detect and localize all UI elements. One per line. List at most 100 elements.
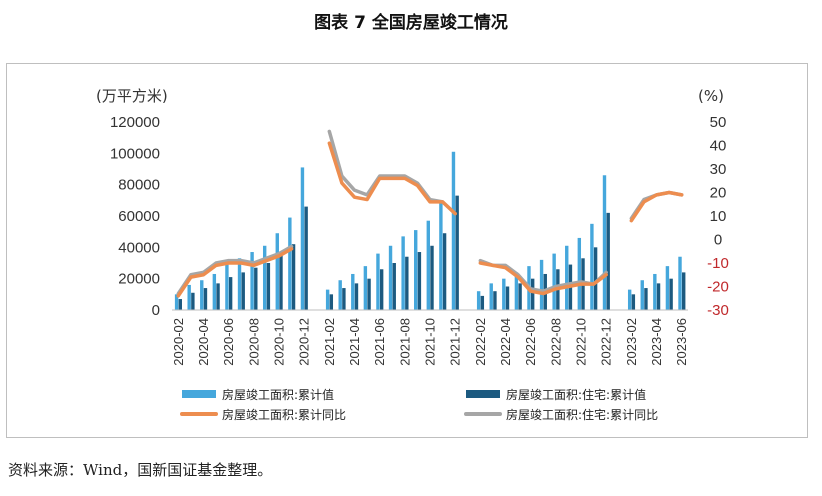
x-tick-label: 2022-04 bbox=[498, 318, 513, 366]
bar-residential-2022-05 bbox=[518, 283, 522, 310]
x-tick-label: 2020-02 bbox=[171, 318, 186, 366]
left-tick-label: 100000 bbox=[110, 145, 160, 162]
bar-total-2020-06 bbox=[225, 264, 229, 310]
x-tick-label: 2023-04 bbox=[649, 318, 664, 366]
bar-total-2020-12 bbox=[300, 167, 305, 310]
total-yoy-line bbox=[478, 261, 608, 296]
bar-residential-2020-03 bbox=[191, 292, 195, 310]
bar-residential-2021-12 bbox=[455, 195, 459, 310]
x-tick-label: 2021-04 bbox=[347, 318, 362, 366]
bar-residential-2020-09 bbox=[266, 263, 271, 310]
right-tick-label: 30 bbox=[710, 161, 727, 178]
x-tick-label: 2022-02 bbox=[473, 318, 488, 366]
legend-label: 房屋竣工面积:累计值 bbox=[222, 387, 334, 402]
bar-total-2021-09 bbox=[414, 230, 418, 310]
x-tick-label: 2023-02 bbox=[624, 318, 639, 366]
bar-residential-2020-02 bbox=[178, 299, 182, 310]
bar-total-2020-05 bbox=[212, 273, 217, 310]
bar-total-2022-08 bbox=[552, 253, 556, 310]
legend-label: 房屋竣工面积:住宅:累计值 bbox=[506, 387, 646, 402]
bar-residential-2023-02 bbox=[631, 294, 636, 310]
x-tick-label: 2020-04 bbox=[196, 318, 211, 366]
bar-total-2021-10 bbox=[426, 220, 430, 310]
bar-residential-2023-05 bbox=[669, 278, 673, 310]
bar-total-2022-02 bbox=[476, 291, 481, 310]
legend-label: 房屋竣工面积:住宅:累计同比 bbox=[506, 407, 658, 422]
bar-residential-2022-03 bbox=[493, 291, 497, 310]
right-tick-label: -30 bbox=[707, 302, 729, 319]
right-tick-label: 10 bbox=[710, 208, 727, 225]
bar-total-2021-07 bbox=[388, 245, 393, 310]
bar-residential-2020-06 bbox=[228, 277, 233, 310]
left-tick-label: 40000 bbox=[118, 239, 160, 256]
bar-total-2022-03 bbox=[489, 283, 493, 310]
x-tick-label: 2020-10 bbox=[272, 318, 287, 366]
bar-total-2020-08 bbox=[250, 252, 254, 310]
bar-residential-2022-04 bbox=[505, 286, 510, 310]
bar-total-2021-08 bbox=[401, 236, 405, 310]
bar-residential-2020-07 bbox=[241, 272, 245, 310]
bar-residential-2023-06 bbox=[682, 272, 686, 310]
total-yoy-line bbox=[629, 190, 684, 223]
bar-total-2020-07 bbox=[237, 258, 242, 310]
bar-total-2020-09 bbox=[262, 245, 267, 310]
bar-total-2020-11 bbox=[288, 217, 292, 310]
bar-total-2023-04 bbox=[653, 273, 657, 310]
bar-total-2023-05 bbox=[665, 266, 670, 310]
bar-residential-2021-06 bbox=[379, 269, 384, 310]
bar-total-2022-05 bbox=[514, 272, 519, 310]
bar-residential-2021-05 bbox=[367, 278, 371, 310]
bar-total-2021-06 bbox=[376, 253, 380, 310]
bar-residential-2020-08 bbox=[254, 267, 258, 310]
bar-total-2023-06 bbox=[678, 256, 682, 310]
bar-total-2021-11 bbox=[439, 203, 443, 310]
bar-total-2021-03 bbox=[338, 280, 342, 310]
bar-residential-2021-09 bbox=[417, 252, 422, 310]
x-tick-label: 2020-08 bbox=[246, 318, 261, 366]
bar-residential-2021-07 bbox=[392, 263, 396, 310]
bar-residential-2020-10 bbox=[279, 255, 283, 310]
bar-residential-2022-06 bbox=[530, 278, 535, 310]
left-tick-label: 120000 bbox=[110, 114, 160, 131]
bar-residential-2023-03 bbox=[644, 288, 648, 310]
bar-residential-2022-11 bbox=[593, 247, 598, 310]
left-tick-label: 0 bbox=[152, 302, 160, 319]
right-tick-label: 40 bbox=[710, 138, 727, 155]
bar-residential-2021-10 bbox=[430, 245, 434, 310]
bar-residential-2020-11 bbox=[291, 244, 296, 310]
bar-total-2021-04 bbox=[351, 273, 355, 310]
bar-residential-2021-03 bbox=[342, 288, 346, 310]
bar-total-2020-02 bbox=[174, 294, 179, 310]
axes-group: 0 20000 40000 60000 80000 100000 120000 (万平方米) 5… bbox=[96, 87, 729, 366]
bar-residential-2021-02 bbox=[329, 294, 334, 310]
bar-total-2022-04 bbox=[502, 278, 506, 310]
legend-swatch bbox=[182, 390, 216, 398]
right-tick-label: 50 bbox=[710, 114, 727, 131]
right-tick-label: 20 bbox=[710, 185, 727, 202]
x-tick-label: 2021-12 bbox=[448, 318, 463, 366]
total-yoy-line bbox=[327, 141, 457, 216]
bar-total-2022-09 bbox=[565, 245, 569, 310]
x-tick-label: 2021-02 bbox=[322, 318, 337, 366]
x-tick-label: 2022-12 bbox=[599, 318, 614, 366]
x-tick-label: 2021-08 bbox=[397, 318, 412, 366]
bar-total-2023-02 bbox=[627, 289, 632, 310]
total-yoy-line bbox=[176, 247, 294, 298]
x-tick-label: 2020-12 bbox=[297, 318, 312, 366]
bar-total-2022-12 bbox=[602, 175, 607, 310]
bar-group bbox=[174, 151, 686, 310]
bar-total-2023-03 bbox=[640, 280, 644, 310]
bar-total-2022-07 bbox=[539, 259, 544, 310]
bar-total-2021-05 bbox=[363, 266, 368, 310]
chart-title: 图表 7 全国房屋竣工情况 bbox=[314, 13, 508, 33]
bar-residential-2021-11 bbox=[442, 233, 447, 310]
line-group bbox=[176, 129, 684, 298]
bar-residential-2020-05 bbox=[216, 283, 220, 310]
x-tick-label: 2023-06 bbox=[674, 318, 689, 366]
bar-total-2020-10 bbox=[275, 233, 279, 310]
right-axis-unit: (%) bbox=[698, 87, 724, 105]
legend-swatch bbox=[466, 390, 500, 398]
bar-residential-2021-08 bbox=[405, 256, 409, 310]
bar-residential-2020-12 bbox=[304, 206, 308, 310]
